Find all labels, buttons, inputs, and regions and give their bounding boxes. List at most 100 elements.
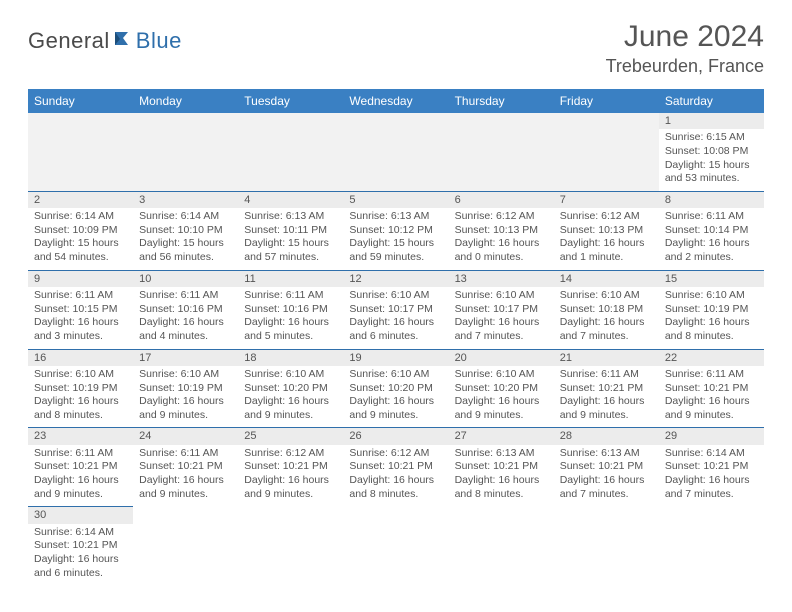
calendar-blank-cell [554, 113, 659, 191]
sunset-line: Sunset: 10:21 PM [455, 460, 548, 474]
calendar-blank-cell [238, 506, 343, 585]
sunrise-line: Sunrise: 6:13 AM [244, 210, 337, 224]
daylight-line: Daylight: 16 hours and 7 minutes. [455, 316, 548, 343]
title-location: Trebeurden, France [606, 56, 764, 77]
daylight-line: Daylight: 16 hours and 4 minutes. [139, 316, 232, 343]
calendar-day-cell: 19Sunrise: 6:10 AMSunset: 10:20 PMDaylig… [343, 349, 448, 428]
sunset-line: Sunset: 10:20 PM [455, 382, 548, 396]
daylight-line: Daylight: 16 hours and 7 minutes. [665, 474, 758, 501]
day-number: 12 [343, 271, 448, 287]
daylight-line: Daylight: 15 hours and 57 minutes. [244, 237, 337, 264]
calendar-day-cell: 23Sunrise: 6:11 AMSunset: 10:21 PMDaylig… [28, 427, 133, 506]
day-number: 3 [133, 192, 238, 208]
sunset-line: Sunset: 10:19 PM [139, 382, 232, 396]
day-number: 19 [343, 350, 448, 366]
sunrise-line: Sunrise: 6:10 AM [244, 368, 337, 382]
day-number: 27 [449, 428, 554, 444]
calendar-blank-cell [133, 506, 238, 585]
daylight-line: Daylight: 16 hours and 9 minutes. [560, 395, 653, 422]
sunrise-line: Sunrise: 6:11 AM [34, 447, 127, 461]
day-number: 8 [659, 192, 764, 208]
daylight-line: Daylight: 16 hours and 5 minutes. [244, 316, 337, 343]
sunset-line: Sunset: 10:19 PM [665, 303, 758, 317]
calendar-day-cell: 11Sunrise: 6:11 AMSunset: 10:16 PMDaylig… [238, 270, 343, 349]
day-number: 17 [133, 350, 238, 366]
calendar-day-cell: 24Sunrise: 6:11 AMSunset: 10:21 PMDaylig… [133, 427, 238, 506]
sunset-line: Sunset: 10:21 PM [349, 460, 442, 474]
day-number: 25 [238, 428, 343, 444]
sunrise-line: Sunrise: 6:10 AM [665, 289, 758, 303]
daylight-line: Daylight: 15 hours and 54 minutes. [34, 237, 127, 264]
day-number: 14 [554, 271, 659, 287]
sunset-line: Sunset: 10:15 PM [34, 303, 127, 317]
sunrise-line: Sunrise: 6:11 AM [139, 289, 232, 303]
calendar-blank-cell [343, 506, 448, 585]
calendar-day-cell: 6Sunrise: 6:12 AMSunset: 10:13 PMDayligh… [449, 191, 554, 270]
day-number: 7 [554, 192, 659, 208]
calendar-day-cell: 5Sunrise: 6:13 AMSunset: 10:12 PMDayligh… [343, 191, 448, 270]
sunset-line: Sunset: 10:18 PM [560, 303, 653, 317]
calendar-blank-cell [238, 113, 343, 191]
sunrise-line: Sunrise: 6:13 AM [560, 447, 653, 461]
daylight-line: Daylight: 16 hours and 3 minutes. [34, 316, 127, 343]
sunrise-line: Sunrise: 6:10 AM [455, 368, 548, 382]
daylight-line: Daylight: 16 hours and 9 minutes. [244, 474, 337, 501]
sunset-line: Sunset: 10:19 PM [34, 382, 127, 396]
weekday-header: Saturday [659, 89, 764, 113]
day-number: 13 [449, 271, 554, 287]
daylight-line: Daylight: 16 hours and 2 minutes. [665, 237, 758, 264]
sunrise-line: Sunrise: 6:11 AM [139, 447, 232, 461]
sunset-line: Sunset: 10:12 PM [349, 224, 442, 238]
sunrise-line: Sunrise: 6:15 AM [665, 131, 758, 145]
weekday-header: Tuesday [238, 89, 343, 113]
sunset-line: Sunset: 10:21 PM [139, 460, 232, 474]
calendar-day-cell: 25Sunrise: 6:12 AMSunset: 10:21 PMDaylig… [238, 427, 343, 506]
calendar-day-cell: 7Sunrise: 6:12 AMSunset: 10:13 PMDayligh… [554, 191, 659, 270]
day-number: 26 [343, 428, 448, 444]
sunrise-line: Sunrise: 6:10 AM [139, 368, 232, 382]
title-block: June 2024 Trebeurden, France [606, 20, 764, 77]
calendar-day-cell: 9Sunrise: 6:11 AMSunset: 10:15 PMDayligh… [28, 270, 133, 349]
day-number: 9 [28, 271, 133, 287]
daylight-line: Daylight: 16 hours and 8 minutes. [349, 474, 442, 501]
sunset-line: Sunset: 10:17 PM [455, 303, 548, 317]
calendar-day-cell: 20Sunrise: 6:10 AMSunset: 10:20 PMDaylig… [449, 349, 554, 428]
sunrise-line: Sunrise: 6:14 AM [34, 210, 127, 224]
calendar-day-cell: 13Sunrise: 6:10 AMSunset: 10:17 PMDaylig… [449, 270, 554, 349]
sunset-line: Sunset: 10:13 PM [455, 224, 548, 238]
calendar-day-cell: 15Sunrise: 6:10 AMSunset: 10:19 PMDaylig… [659, 270, 764, 349]
calendar-day-cell: 4Sunrise: 6:13 AMSunset: 10:11 PMDayligh… [238, 191, 343, 270]
calendar-blank-cell [28, 113, 133, 191]
header: General Blue June 2024 Trebeurden, Franc… [28, 20, 764, 77]
weekday-header: Thursday [449, 89, 554, 113]
daylight-line: Daylight: 16 hours and 8 minutes. [665, 316, 758, 343]
day-number: 5 [343, 192, 448, 208]
sunset-line: Sunset: 10:16 PM [139, 303, 232, 317]
sunrise-line: Sunrise: 6:11 AM [560, 368, 653, 382]
sunrise-line: Sunrise: 6:10 AM [560, 289, 653, 303]
day-number: 28 [554, 428, 659, 444]
title-month: June 2024 [606, 20, 764, 54]
day-number: 23 [28, 428, 133, 444]
calendar-day-cell: 22Sunrise: 6:11 AMSunset: 10:21 PMDaylig… [659, 349, 764, 428]
logo-text-blue: Blue [136, 28, 182, 54]
sunrise-line: Sunrise: 6:12 AM [455, 210, 548, 224]
weekday-header: Friday [554, 89, 659, 113]
sunset-line: Sunset: 10:08 PM [665, 145, 758, 159]
calendar-blank-cell [343, 113, 448, 191]
sunset-line: Sunset: 10:21 PM [665, 460, 758, 474]
sunset-line: Sunset: 10:17 PM [349, 303, 442, 317]
calendar-day-cell: 1Sunrise: 6:15 AMSunset: 10:08 PMDayligh… [659, 113, 764, 191]
sunset-line: Sunset: 10:21 PM [665, 382, 758, 396]
day-number: 11 [238, 271, 343, 287]
day-number: 2 [28, 192, 133, 208]
calendar-day-cell: 26Sunrise: 6:12 AMSunset: 10:21 PMDaylig… [343, 427, 448, 506]
sunset-line: Sunset: 10:09 PM [34, 224, 127, 238]
sunset-line: Sunset: 10:21 PM [560, 460, 653, 474]
calendar-day-cell: 29Sunrise: 6:14 AMSunset: 10:21 PMDaylig… [659, 427, 764, 506]
calendar-day-cell: 30Sunrise: 6:14 AMSunset: 10:21 PMDaylig… [28, 506, 133, 585]
daylight-line: Daylight: 16 hours and 7 minutes. [560, 474, 653, 501]
day-number: 21 [554, 350, 659, 366]
calendar-body: 1Sunrise: 6:15 AMSunset: 10:08 PMDayligh… [28, 113, 764, 585]
day-number: 10 [133, 271, 238, 287]
